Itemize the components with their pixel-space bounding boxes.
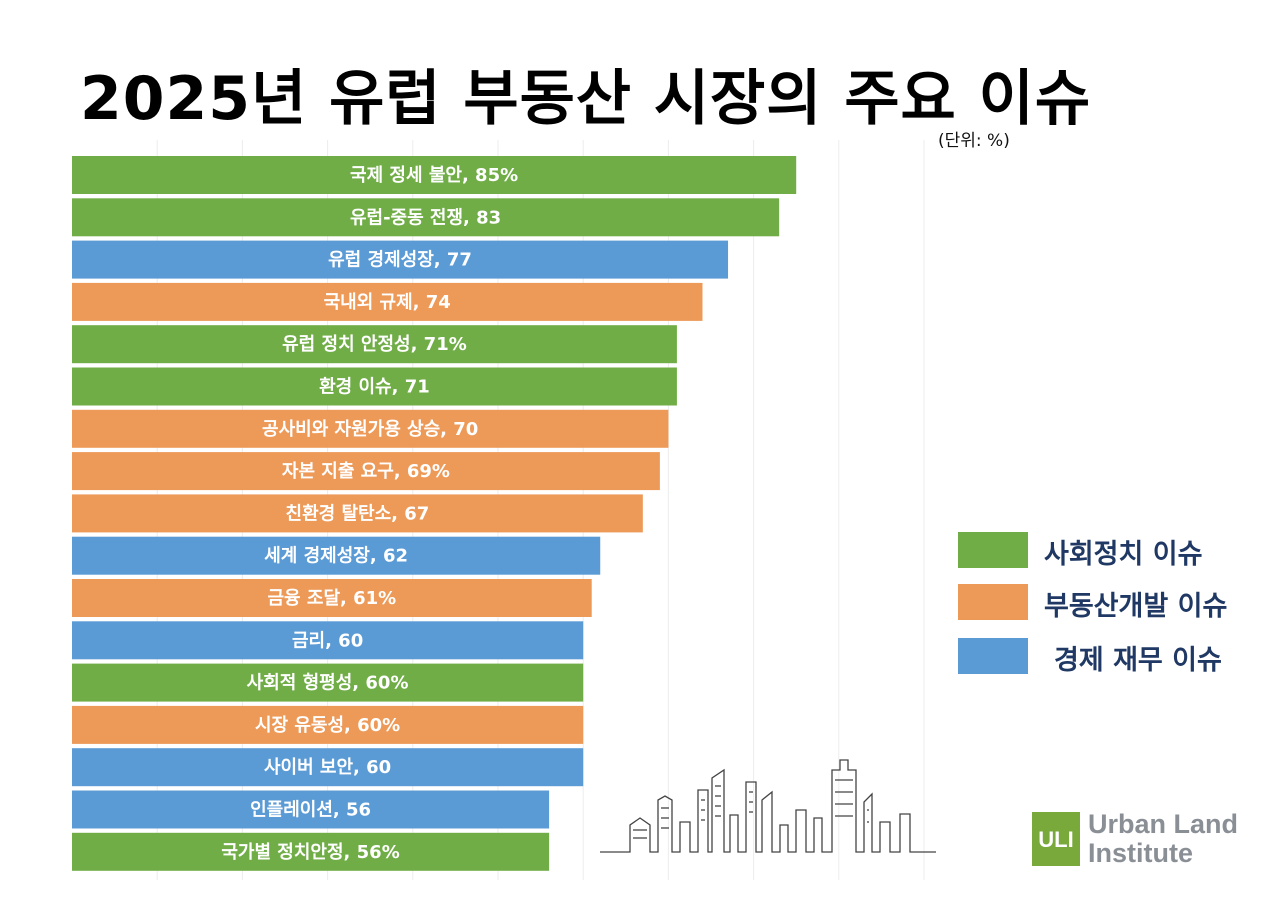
legend-label-economy: 경제 재무 이슈 <box>1054 645 1222 676</box>
bar-label: 시장 유동성, 60% <box>255 715 400 736</box>
bar-label: 금리, 60 <box>292 630 363 651</box>
uli-logo-mark: ULI <box>1032 812 1080 866</box>
bar-social <box>72 367 677 406</box>
city-skyline-illustration <box>600 759 936 853</box>
bar-social <box>72 198 780 237</box>
bar-label: 공사비와 자원가용 상승, 70 <box>262 419 478 440</box>
bar-label: 국제 정세 불안, 85% <box>350 165 518 186</box>
bar-economy <box>72 790 550 829</box>
bar-label: 국가별 정치안정, 56% <box>221 842 399 863</box>
bar-economy <box>72 536 601 575</box>
bar-realestate <box>72 705 584 744</box>
bar-label: 사이버 보안, 60 <box>264 757 391 778</box>
legend-label-realestate: 부동산개발 이슈 <box>1044 591 1228 622</box>
bar-label: 금융 조달, 61% <box>268 588 397 609</box>
uli-logo-line1: Urban Land <box>1088 809 1239 839</box>
bar-label: 세계 경제성장, 62 <box>264 546 408 567</box>
bar-realestate <box>72 579 592 617</box>
legend-swatch-realestate <box>958 584 1028 620</box>
bar-label: 국내외 규제, 74 <box>324 292 451 313</box>
legend-swatch-social <box>958 532 1028 568</box>
uli-logo-line2: Institute <box>1088 838 1193 868</box>
unit-label: (단위: %) <box>938 131 1010 151</box>
bar-economy <box>72 748 584 787</box>
bar-label: 인플레이션, 56 <box>250 800 371 821</box>
bar-label: 유럽 정치 안정성, 71% <box>282 334 467 355</box>
bar-label: 사회적 형평성, 60% <box>247 673 409 694</box>
bar-label: 친환경 탈탄소, 67 <box>286 502 430 524</box>
bar-realestate <box>72 494 643 533</box>
bar-label: 환경 이슈, 71 <box>319 376 430 398</box>
bar-label: 유럽-중동 전쟁, 83 <box>350 207 501 228</box>
uli-logo-text: Urban Land Institute <box>1088 810 1238 868</box>
bar-social <box>72 663 584 702</box>
bar-social <box>72 832 550 871</box>
bar-realestate <box>72 409 669 448</box>
bar-realestate <box>72 452 660 491</box>
bar-label: 유럽 경제성장, 77 <box>328 250 472 271</box>
chart-title: 2025년 유럽 부동산 시장의 주요 이슈 <box>80 64 1092 134</box>
bar-social <box>72 325 677 364</box>
legend-label-social: 사회정치 이슈 <box>1044 539 1203 570</box>
bar-label: 자본 지출 요구, 69% <box>282 461 450 482</box>
legend-swatch-economy <box>958 638 1028 674</box>
bar-realestate <box>72 282 703 321</box>
bar-social <box>72 156 797 194</box>
bar-chart: 국제 정세 불안, 85% 유럽-중동 전쟁, 83 유럽 경제성장, 77 국내외 … <box>72 140 925 880</box>
bar-economy <box>72 240 729 279</box>
bar-economy <box>72 621 584 660</box>
